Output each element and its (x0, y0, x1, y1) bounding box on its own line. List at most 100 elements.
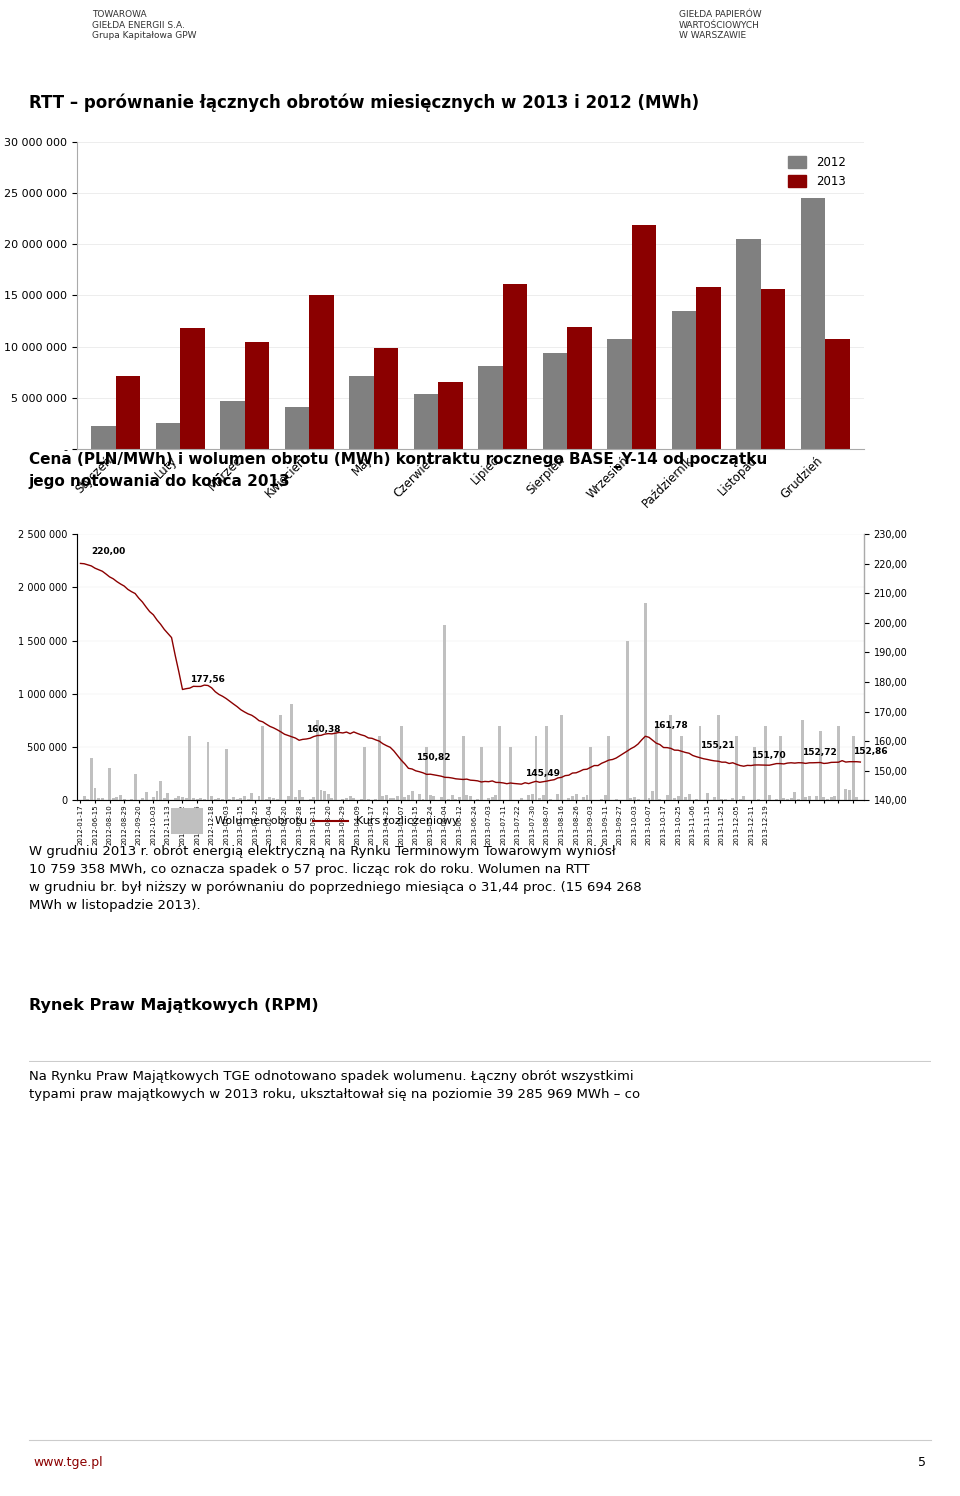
Bar (498, 726, 501, 800)
Bar (768, 794, 771, 800)
Bar (681, 736, 684, 800)
Bar (115, 375, 140, 449)
Text: 220,00: 220,00 (91, 548, 126, 557)
Bar (312, 797, 315, 800)
Bar (826, 340, 850, 449)
Text: 152,86: 152,86 (853, 747, 888, 755)
Bar (90, 758, 93, 800)
Bar (284, 407, 309, 449)
Bar (374, 799, 377, 800)
Bar (290, 705, 294, 800)
Bar (301, 797, 304, 800)
Text: W grudniu 2013 r. obrót energią elektryczną na Rynku Terminowym Towarowym wyniós: W grudniu 2013 r. obrót energią elektryc… (29, 845, 641, 913)
Bar (272, 797, 276, 800)
Text: 161,78: 161,78 (653, 721, 687, 730)
Bar (633, 796, 636, 800)
Bar (166, 793, 169, 800)
Bar (389, 797, 392, 800)
Bar (257, 796, 260, 800)
Bar (756, 799, 759, 800)
Bar (378, 736, 381, 800)
Bar (604, 794, 607, 800)
Bar (444, 625, 446, 800)
Bar (586, 794, 588, 800)
Bar (651, 791, 654, 800)
Bar (724, 799, 727, 800)
Bar (141, 799, 144, 800)
Bar (608, 736, 611, 800)
Bar (440, 797, 443, 800)
Bar (385, 796, 388, 800)
Bar (425, 747, 428, 800)
Bar (541, 796, 544, 800)
Bar (655, 726, 658, 800)
Bar (265, 799, 268, 800)
Text: GIEŁDA PAPIERÓW
WARTOŚCIOWYCH
W WARSZAWIE: GIEŁDA PAPIERÓW WARTOŚCIOWYCH W WARSZAWI… (679, 10, 761, 40)
Bar (403, 797, 406, 800)
Text: 152,72: 152,72 (802, 748, 837, 757)
Text: RTT – porównanie łącznych obrotów miesięcznych w 2013 i 2012 (MWh): RTT – porównanie łącznych obrotów miesię… (29, 94, 699, 112)
Bar (119, 796, 122, 800)
Bar (133, 773, 136, 800)
Bar (349, 375, 373, 449)
Bar (466, 794, 468, 800)
Bar (487, 797, 490, 800)
Bar (220, 401, 245, 449)
Bar (181, 797, 184, 800)
Bar (736, 239, 760, 449)
Text: Wolumen obrotu: Wolumen obrotu (215, 817, 306, 826)
Bar (699, 726, 702, 800)
Bar (626, 640, 629, 800)
Bar (468, 796, 472, 800)
Bar (696, 287, 721, 449)
Text: 151,70: 151,70 (751, 751, 785, 760)
Bar (823, 797, 826, 800)
Bar (478, 367, 503, 449)
Bar (320, 790, 323, 800)
Bar (647, 797, 651, 800)
Bar (815, 796, 818, 800)
Bar (480, 747, 483, 800)
Bar (86, 799, 89, 800)
Bar (665, 794, 669, 800)
Bar (742, 796, 745, 800)
Bar (111, 799, 114, 800)
Bar (91, 426, 115, 449)
Text: Cena (PLN/MWh) i wolumen obrotu (MWh) kontraktu rocznego BASE_Y-14 od początku
j: Cena (PLN/MWh) i wolumen obrotu (MWh) ko… (29, 452, 767, 489)
Bar (269, 797, 272, 800)
Bar (797, 799, 800, 800)
Bar (192, 799, 195, 800)
Bar (101, 799, 104, 800)
Bar (396, 796, 399, 800)
FancyBboxPatch shape (171, 808, 203, 835)
Bar (145, 791, 148, 800)
Bar (684, 797, 686, 800)
Bar (363, 747, 366, 800)
Bar (210, 796, 213, 800)
Bar (636, 799, 639, 800)
Bar (819, 732, 822, 800)
Bar (247, 799, 250, 800)
Bar (330, 799, 333, 800)
Bar (393, 799, 396, 800)
Bar (251, 793, 253, 800)
Bar (535, 736, 538, 800)
Bar (706, 793, 708, 800)
Bar (793, 793, 796, 800)
Bar (582, 797, 585, 800)
Bar (673, 799, 676, 800)
Bar (669, 715, 672, 800)
Bar (855, 797, 858, 800)
Bar (527, 796, 530, 800)
Bar (520, 797, 523, 800)
Bar (713, 797, 716, 800)
Text: TOWAROWA
GIEŁDA ENERGII S.A.
Grupa Kapitałowa GPW: TOWAROWA GIEŁDA ENERGII S.A. Grupa Kapit… (92, 10, 197, 40)
Bar (163, 797, 166, 800)
Bar (632, 224, 657, 449)
Bar (115, 797, 118, 800)
Text: 145,49: 145,49 (525, 769, 560, 778)
Bar (575, 794, 578, 800)
Bar (239, 799, 242, 800)
Bar (509, 747, 512, 800)
Bar (83, 796, 85, 800)
